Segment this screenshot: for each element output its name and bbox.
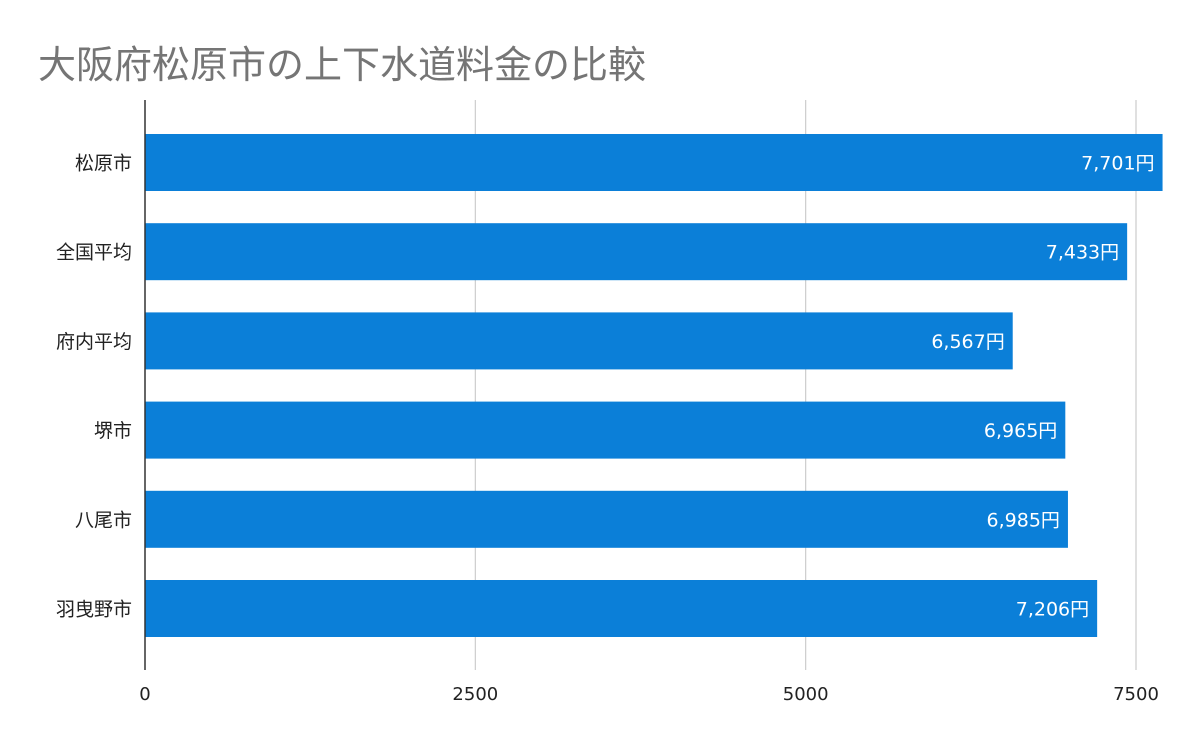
bar-1 (145, 134, 1163, 191)
bar-5 (145, 490, 1068, 548)
bar-6 (145, 580, 1098, 637)
data-label-5: 6,985円 (987, 509, 1060, 531)
data-label-4: 6,965円 (984, 420, 1057, 442)
x-tick-label-7500: 7500 (1113, 684, 1159, 705)
data-label-3: 6,567円 (931, 331, 1004, 353)
data-label-2: 7,433円 (1046, 242, 1119, 264)
bar-3 (145, 312, 1013, 370)
chart-title: 大阪府松原市の上下水道料金の比較 (38, 43, 647, 87)
category-label-6: 羽曳野市 (56, 599, 132, 621)
category-label-1: 松原市 (75, 153, 132, 175)
bar-4 (145, 401, 1066, 459)
data-label-1: 7,701円 (1081, 153, 1154, 175)
x-tick-label-0: 0 (139, 684, 150, 705)
category-label-2: 全国平均 (56, 242, 132, 264)
category-label-4: 堺市 (94, 420, 132, 442)
category-label-5: 八尾市 (75, 509, 132, 531)
x-tick-label-2500: 2500 (452, 684, 498, 705)
category-label-3: 府内平均 (56, 331, 132, 353)
x-tick-label-5000: 5000 (783, 684, 829, 705)
bars (145, 134, 1163, 637)
bar-2 (145, 223, 1128, 281)
gridlines (474, 100, 1137, 670)
data-label-6: 7,206円 (1016, 599, 1089, 621)
